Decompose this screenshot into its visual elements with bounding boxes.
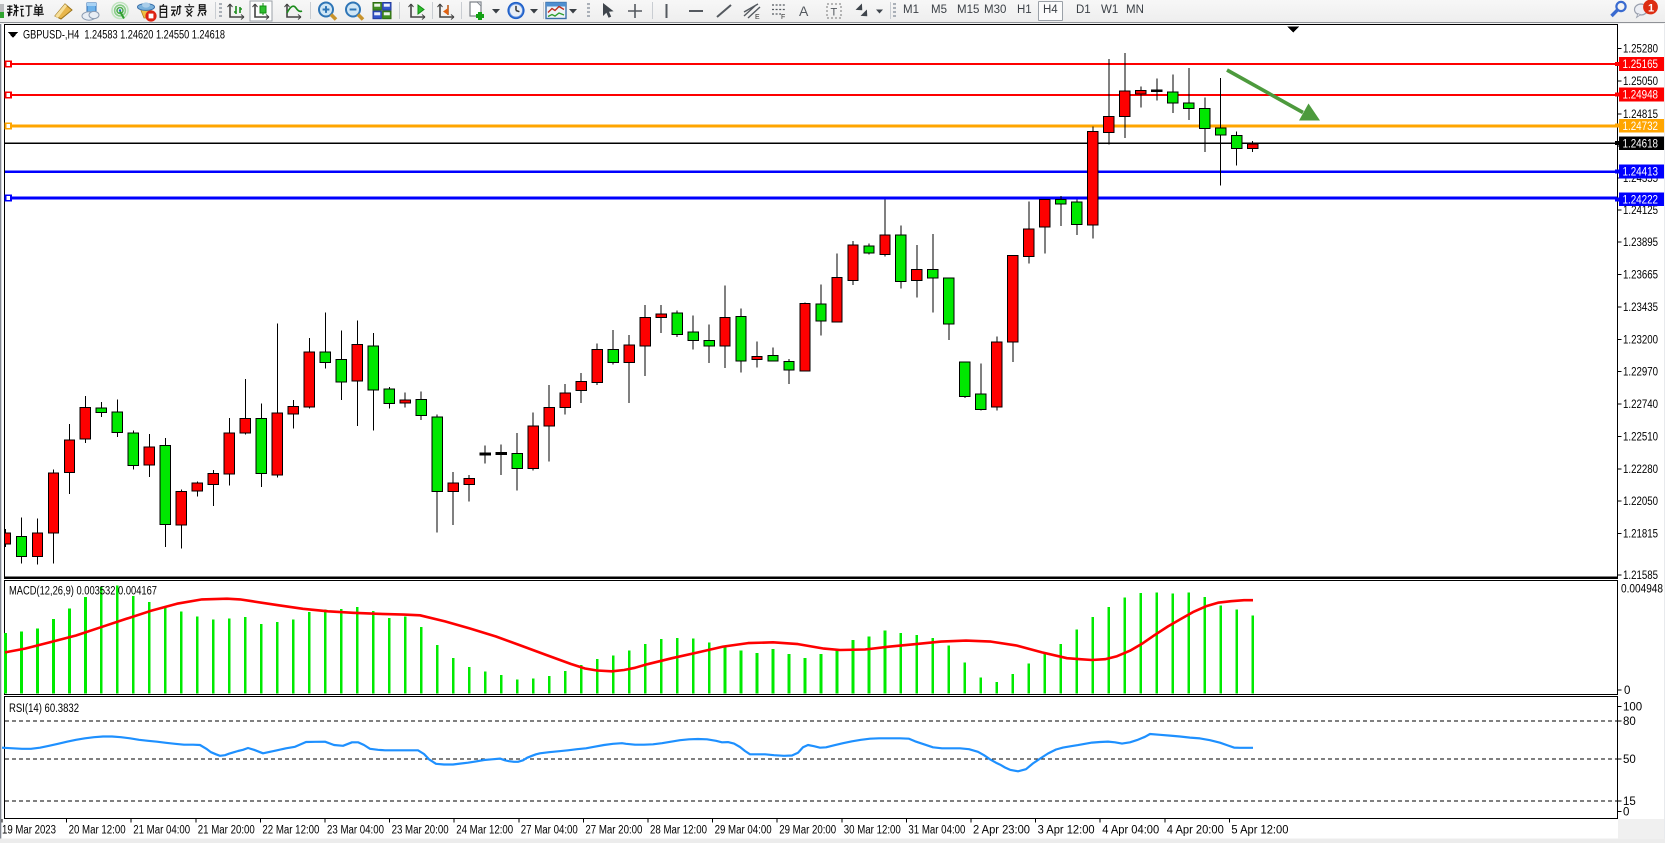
- svg-text:1.22280: 1.22280: [1623, 464, 1658, 476]
- svg-text:19 Mar 2023: 19 Mar 2023: [2, 825, 56, 837]
- svg-text:0.004948: 0.004948: [1621, 584, 1663, 596]
- svg-text:1.23665: 1.23665: [1623, 270, 1658, 282]
- svg-text:2 Apr 23:00: 2 Apr 23:00: [973, 825, 1030, 837]
- svg-text:1.24413: 1.24413: [1623, 167, 1659, 179]
- svg-text:0: 0: [1624, 685, 1630, 697]
- svg-text:23 Mar 04:00: 23 Mar 04:00: [327, 825, 384, 837]
- svg-text:1.22740: 1.22740: [1623, 399, 1658, 411]
- svg-text:1.22050: 1.22050: [1623, 496, 1658, 508]
- svg-text:29 Mar 20:00: 29 Mar 20:00: [779, 825, 836, 837]
- svg-text:1.21585: 1.21585: [1623, 570, 1658, 582]
- svg-text:1.23200: 1.23200: [1623, 334, 1658, 346]
- svg-text:0: 0: [1623, 807, 1629, 819]
- svg-text:1.24732: 1.24732: [1623, 121, 1659, 133]
- svg-text:1.21815: 1.21815: [1623, 529, 1658, 541]
- svg-text:GBPUSD-,H4 1.24583 1.24620 1.: GBPUSD-,H4 1.24583 1.24620 1.24550 1.246…: [23, 28, 225, 42]
- svg-text:1.24948: 1.24948: [1623, 90, 1659, 102]
- svg-text:1: 1: [1648, 2, 1654, 14]
- svg-text:1.23435: 1.23435: [1623, 302, 1658, 314]
- svg-text:5 Apr 12:00: 5 Apr 12:00: [1231, 825, 1288, 837]
- svg-text:1.24618: 1.24618: [1623, 138, 1659, 150]
- svg-text:A: A: [799, 3, 809, 19]
- svg-text:29 Mar 04:00: 29 Mar 04:00: [715, 825, 772, 837]
- svg-text:15: 15: [1623, 796, 1636, 808]
- svg-text:80: 80: [1623, 716, 1636, 728]
- svg-text:21 Mar 04:00: 21 Mar 04:00: [133, 825, 190, 837]
- svg-text:27 Mar 20:00: 27 Mar 20:00: [585, 825, 642, 837]
- svg-text:1.24222: 1.24222: [1623, 194, 1659, 206]
- svg-text:1.22510: 1.22510: [1623, 431, 1658, 443]
- svg-text:24 Mar 12:00: 24 Mar 12:00: [456, 825, 513, 837]
- svg-text:4 Apr 04:00: 4 Apr 04:00: [1102, 825, 1159, 837]
- svg-text:F: F: [781, 14, 785, 21]
- svg-text:3 Apr 12:00: 3 Apr 12:00: [1038, 825, 1095, 837]
- svg-text:1.25050: 1.25050: [1623, 76, 1658, 88]
- svg-text:100: 100: [1623, 701, 1642, 713]
- svg-text:4 Apr 20:00: 4 Apr 20:00: [1167, 825, 1224, 837]
- svg-text:21 Mar 20:00: 21 Mar 20:00: [198, 825, 255, 837]
- svg-text:RSI(14) 60.3832: RSI(14) 60.3832: [9, 703, 79, 715]
- svg-text:31 Mar 04:00: 31 Mar 04:00: [908, 825, 965, 837]
- svg-text:20 Mar 12:00: 20 Mar 12:00: [69, 825, 126, 837]
- svg-text:50: 50: [1623, 754, 1636, 766]
- svg-text:28 Mar 12:00: 28 Mar 12:00: [650, 825, 707, 837]
- svg-text:1.24815: 1.24815: [1623, 109, 1658, 121]
- svg-text:T: T: [831, 7, 838, 19]
- svg-text:23 Mar 20:00: 23 Mar 20:00: [392, 825, 449, 837]
- svg-text:MACD(12,26,9) 0.003532 0.00416: MACD(12,26,9) 0.003532 0.004167: [9, 586, 157, 598]
- svg-text:1.25280: 1.25280: [1623, 44, 1658, 56]
- svg-text:30 Mar 12:00: 30 Mar 12:00: [844, 825, 901, 837]
- svg-text:E: E: [755, 14, 760, 21]
- svg-text:27 Mar 04:00: 27 Mar 04:00: [521, 825, 578, 837]
- svg-text:1.24125: 1.24125: [1623, 205, 1658, 217]
- svg-text:1.22970: 1.22970: [1623, 367, 1658, 379]
- svg-text:22 Mar 12:00: 22 Mar 12:00: [262, 825, 319, 837]
- svg-text:1.25165: 1.25165: [1623, 59, 1659, 71]
- svg-text:1.23895: 1.23895: [1623, 237, 1658, 249]
